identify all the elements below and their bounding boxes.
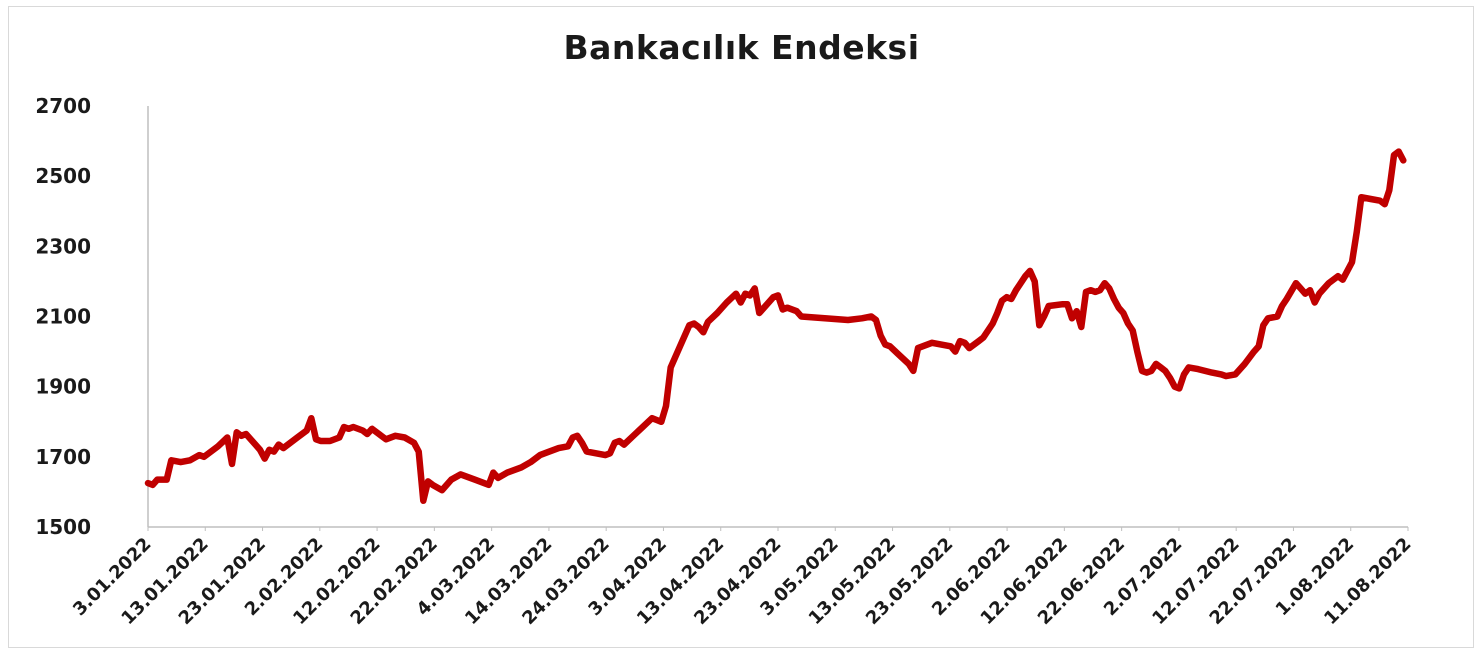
y-tick-label: 2300 [35,234,91,258]
chart-frame [8,6,1474,648]
chart-axes [147,106,1408,528]
y-tick-label: 2100 [35,305,91,329]
series-line [144,148,1407,504]
y-tick-label: 2700 [35,94,91,118]
chart-title: Bankacılık Endeksi [563,28,920,67]
x-axis-ticks: 3.01.202213.01.202223.01.20222.02.202212… [69,527,1416,629]
y-tick-label: 1700 [35,445,91,469]
plot-area [144,148,1407,504]
y-axis-ticks: 1500 1700 1900 2100 2300 2500 2700 [35,94,91,539]
y-tick-label: 1900 [35,375,91,399]
y-tick-label: 1500 [35,515,91,539]
y-tick-label: 2500 [35,164,91,188]
